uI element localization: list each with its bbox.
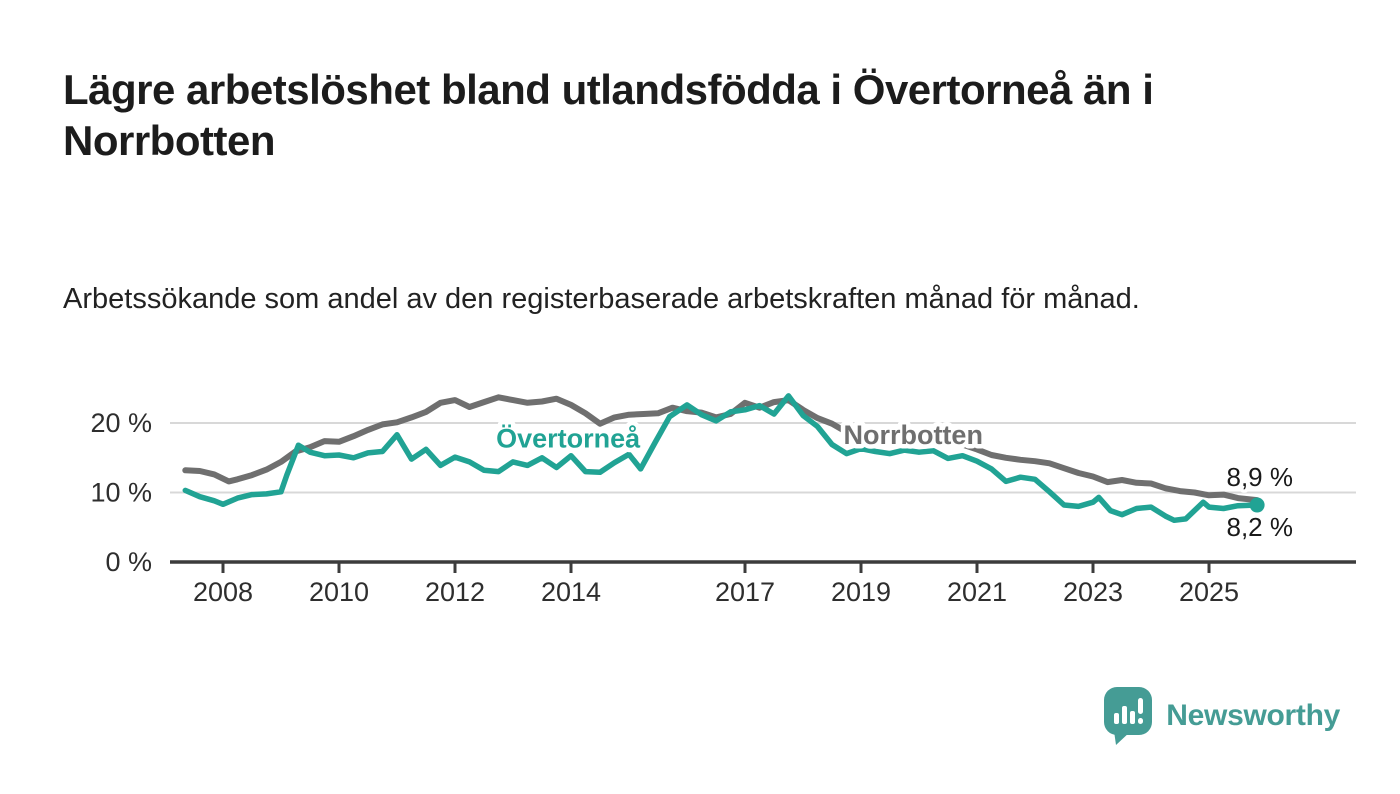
series-inline-label-overtornea: Övertorneå [496, 423, 641, 453]
x-tick-label: 2025 [1179, 577, 1239, 607]
series-line-norrbotten [182, 394, 1261, 504]
page-title: Lägre arbetslöshet bland utlandsfödda i … [63, 66, 1154, 165]
series-line-overtornea [182, 393, 1260, 524]
chart-canvas: 2008 2010 2012 2014 2017 2019 2021 2023 2025 0 % 1… [90, 393, 1356, 607]
x-tick-label: 2012 [425, 577, 485, 607]
x-tick-label: 2010 [309, 577, 369, 607]
y-tick-label: 0 % [105, 547, 152, 577]
y-tick-label: 10 % [90, 478, 152, 508]
x-tick-label: 2023 [1063, 577, 1123, 607]
newsworthy-logo-icon [1104, 687, 1153, 745]
series-end-dot-overtornea [1249, 497, 1265, 513]
series-end-value-norrbotten: 8,9 % [1227, 462, 1294, 492]
branding-footer: Newsworthy [1104, 684, 1340, 748]
chart-header: Lägre arbetslöshet bland utlandsfödda i … [63, 64, 1373, 166]
x-tick-label: 2014 [541, 577, 601, 607]
x-tick-label: 2008 [193, 577, 253, 607]
series-end-value-overtornea: 8,2 % [1227, 512, 1294, 542]
line-chart: 2008 2010 2012 2014 2017 2019 2021 2023 2025 0 % 1… [0, 368, 1400, 632]
x-tick-label: 2019 [831, 577, 891, 607]
x-tick-label: 2021 [947, 577, 1007, 607]
chart-subtitle: Arbetssökande som andel av den registerb… [63, 283, 1140, 315]
series-inline-label-norrbotten: Norrbotten [843, 420, 982, 450]
newsworthy-logo-text: Newsworthy [1166, 699, 1340, 732]
x-tick-label: 2017 [715, 577, 775, 607]
y-tick-label: 20 % [90, 408, 152, 438]
